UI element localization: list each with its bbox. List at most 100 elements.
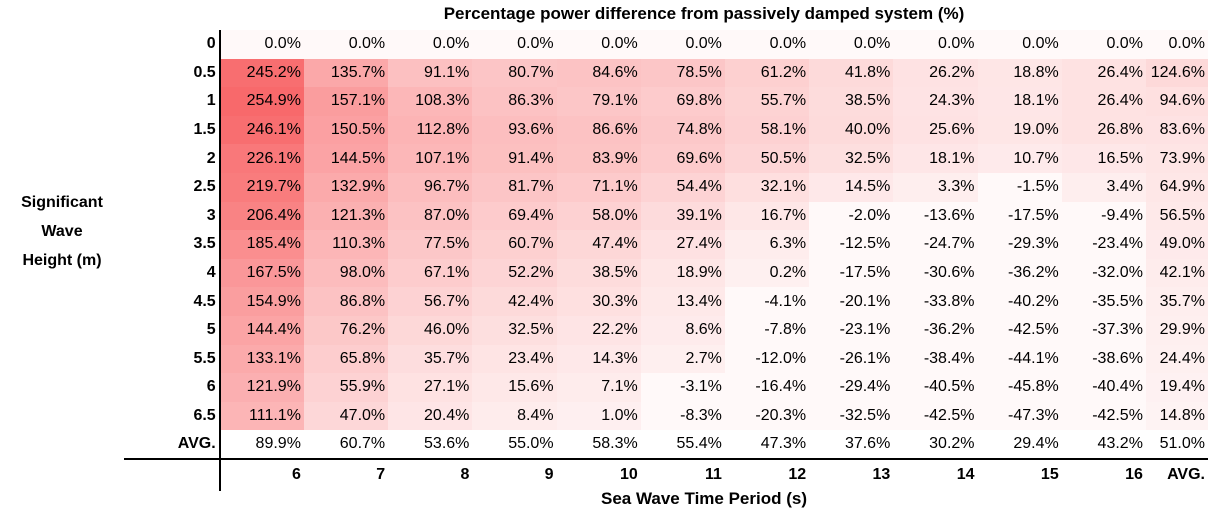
heatmap-cell: -26.1% [809,344,894,374]
heatmap-cell: -38.6% [1061,344,1146,374]
heatmap-cell: 87.0% [388,201,473,231]
heatmap-cell: 30.3% [556,287,641,316]
heatmap-row: 5 144.4% 76.2% 46.0% 32.5% 22.2% 8.6% -7.8% -23.… [124,315,1208,345]
heatmap-cell: 84.6% [556,58,641,88]
heatmap-table: 0 0.0% 0.0% 0.0% 0.0% 0.0% 0.0% 0.0% 0.0% 0.0% 0.0… [124,30,1208,491]
heatmap-cell: 42.4% [472,287,557,316]
row-label: 1.5 [124,115,221,145]
heatmap-cell: 69.8% [640,87,725,116]
heatmap-cell: 35.7% [388,344,473,374]
heatmap-cell: 0.0% [472,30,557,59]
heatmap-cell: 76.2% [303,315,389,345]
heatmap-cell: 0.2% [724,258,810,288]
heatmap-cell: -37.3% [1061,315,1146,345]
column-average-cell: 60.7% [339,435,386,453]
heatmap-cell: -45.8% [977,373,1062,402]
heatmap-cell: 78.5% [640,58,725,88]
heatmap-cell: 0.0% [809,30,894,59]
heatmap-cell: -32.0% [1061,258,1146,288]
row-label: 4 [124,258,221,288]
heatmap-cell: 3.3% [893,172,978,202]
heatmap-cell: 3.4% [1061,172,1146,202]
row-label: 4.5 [124,287,221,316]
heatmap-row: 3 206.4% 121.3% 87.0% 69.4% 58.0% 39.1% 16.7% -2… [124,201,1208,231]
x-tick-label: 16 [1061,457,1146,491]
x-tick-label: 9 [472,457,557,491]
heatmap-row: 6 121.9% 55.9% 27.1% 15.6% 7.1% -3.1% -16.4% -29… [124,373,1208,402]
heatmap-cell: 98.0% [303,258,389,288]
column-average-cell: 43.2% [1097,435,1143,453]
x-tick-label: 13 [809,457,894,491]
heatmap-row: 2.5 219.7% 132.9% 96.7% 81.7% 71.1% 54.4% 32.1%… [124,172,1208,202]
heatmap-cell: 71.1% [556,172,641,202]
row-label: 2 [124,144,221,173]
x-tick-label: 12 [724,457,810,491]
heatmap-cell: 144.5% [303,144,389,173]
heatmap-cell: 38.5% [809,87,894,116]
heatmap-cell: -9.4% [1061,201,1146,231]
heatmap-cell: 32.5% [809,144,894,173]
heatmap-cell: 47.4% [556,230,641,259]
heatmap-cell: 111.1% [219,401,304,431]
heatmap-cell: -42.5% [893,401,978,431]
heatmap-cell: 74.8% [640,115,725,145]
row-average-cell: 14.8% [1145,401,1208,431]
heatmap-cell: 91.1% [388,58,473,88]
heatmap-cell: 52.2% [472,258,557,288]
heatmap-cell: -23.4% [1061,230,1146,259]
x-tick-label: 14 [893,457,978,491]
heatmap-cell: 24.3% [893,87,978,116]
heatmap-cell: -35.5% [1061,287,1146,316]
row-average-cell: 73.9% [1145,144,1208,173]
heatmap-cell: -32.5% [809,401,894,431]
heatmap-cell: 40.0% [809,115,894,145]
row-label: 5 [124,315,221,345]
heatmap-cell: 14.3% [556,344,641,374]
heatmap-cell: 67.1% [388,258,473,288]
heatmap-cell: 81.7% [472,172,557,202]
heatmap-cell: 112.8% [388,115,473,145]
heatmap-cell: 41.8% [809,58,894,88]
row-label: 0.5 [124,58,221,88]
heatmap-cell: 16.5% [1061,144,1146,173]
row-label: 2.5 [124,172,221,202]
heatmap-cell: 18.8% [977,58,1062,88]
heatmap-cell: 26.4% [1061,58,1146,88]
heatmap-cell: 7.1% [556,373,641,402]
column-average-row: AVG. 89.9% 60.7% 53.6% 55.0% 58.3% 55.4% 47.3% 3… [124,430,1208,459]
heatmap-cell: 60.7% [472,230,557,259]
heatmap-cell: 55.7% [724,87,810,116]
heatmap-cell: 0.0% [640,30,725,59]
heatmap-cell: 108.3% [388,87,473,116]
row-label: 5.5 [124,344,221,374]
row-label: 6.5 [124,401,221,431]
heatmap-cell: -38.4% [893,344,978,374]
x-tick-avg-label: AVG. [1145,457,1208,491]
heatmap-row: 0.5 245.2% 135.7% 91.1% 80.7% 84.6% 78.5% 61.2%… [124,58,1208,88]
column-average-cell: 55.0% [508,435,554,453]
heatmap-cell: 38.5% [556,258,641,288]
heatmap-cell: 39.1% [640,201,725,231]
heatmap-cell: 2.7% [640,344,725,374]
heatmap-cell: -29.3% [977,230,1062,259]
row-average-cell: 83.6% [1145,115,1208,145]
heatmap-cell: 8.4% [472,401,557,431]
avg-row-label: AVG. [124,430,221,459]
heatmap-cell: 185.4% [219,230,304,259]
x-tick-label: 10 [556,457,641,491]
heatmap-cell: 86.3% [472,87,557,116]
heatmap-cell: -13.6% [893,201,978,231]
heatmap-cell: -47.3% [977,401,1062,431]
y-axis-label: Significant Wave Height (m) [0,188,124,275]
heatmap-cell: 0.0% [724,30,810,59]
heatmap-cell: 54.4% [640,172,725,202]
heatmap-cell: -40.2% [977,287,1062,316]
x-tick-label: 11 [640,457,725,491]
heatmap-cell: 27.4% [640,230,725,259]
column-average-cell: 37.6% [844,435,891,453]
axis-corner [124,457,221,491]
heatmap-row: 0 0.0% 0.0% 0.0% 0.0% 0.0% 0.0% 0.0% 0.0% 0.0% 0.0… [124,30,1208,59]
column-average-cell: 58.3% [592,435,638,453]
heatmap-cell: 46.0% [388,315,473,345]
heatmap-cell: 107.1% [388,144,473,173]
